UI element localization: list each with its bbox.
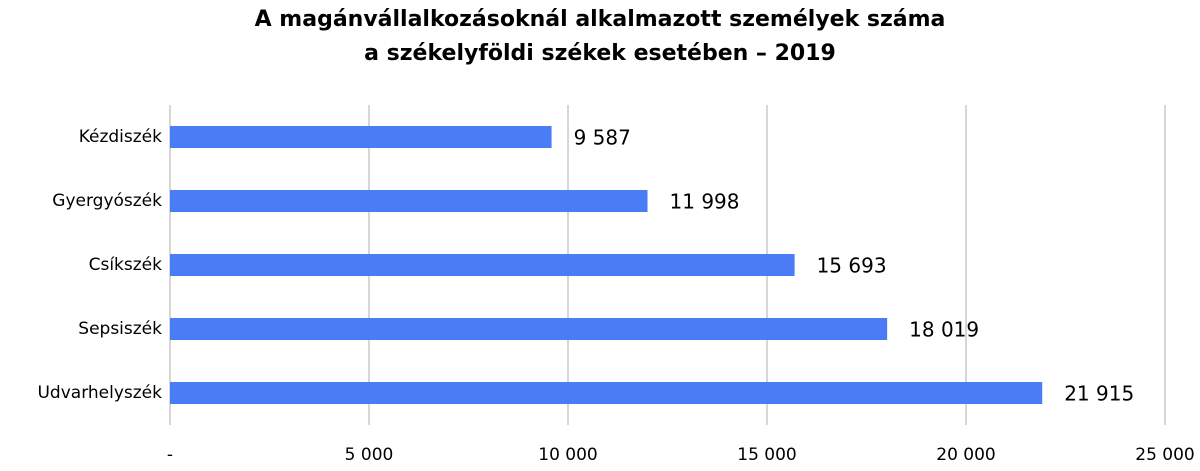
bar (170, 126, 552, 148)
x-tick-label: 25 000 (1135, 445, 1194, 465)
bar (170, 318, 888, 340)
value-label: 11 998 (670, 190, 740, 214)
bar (170, 190, 648, 212)
x-tick-label: 5 000 (345, 445, 394, 465)
x-tick-label: 20 000 (936, 445, 995, 465)
x-tick-label: 10 000 (538, 445, 597, 465)
value-label: 9 587 (574, 126, 631, 150)
chart-title: a székelyföldi székek esetében – 2019 (364, 41, 836, 66)
x-tick-label: 15 000 (737, 445, 796, 465)
y-tick-label: Sepsiszék (78, 319, 162, 339)
value-label: 18 019 (909, 318, 979, 342)
y-tick-label: Csíkszék (89, 255, 163, 275)
value-label: 21 915 (1064, 382, 1134, 406)
y-tick-label: Gyergyószék (52, 191, 162, 211)
y-tick-label: Kézdiszék (79, 127, 162, 147)
x-tick-label: - (167, 445, 173, 465)
value-label: 15 693 (817, 254, 887, 278)
bar (170, 382, 1043, 404)
y-tick-label: Udvarhelyszék (37, 383, 162, 403)
chart-title: A magánvállalkozásoknál alkalmazott szem… (255, 7, 946, 32)
bar (170, 254, 795, 276)
